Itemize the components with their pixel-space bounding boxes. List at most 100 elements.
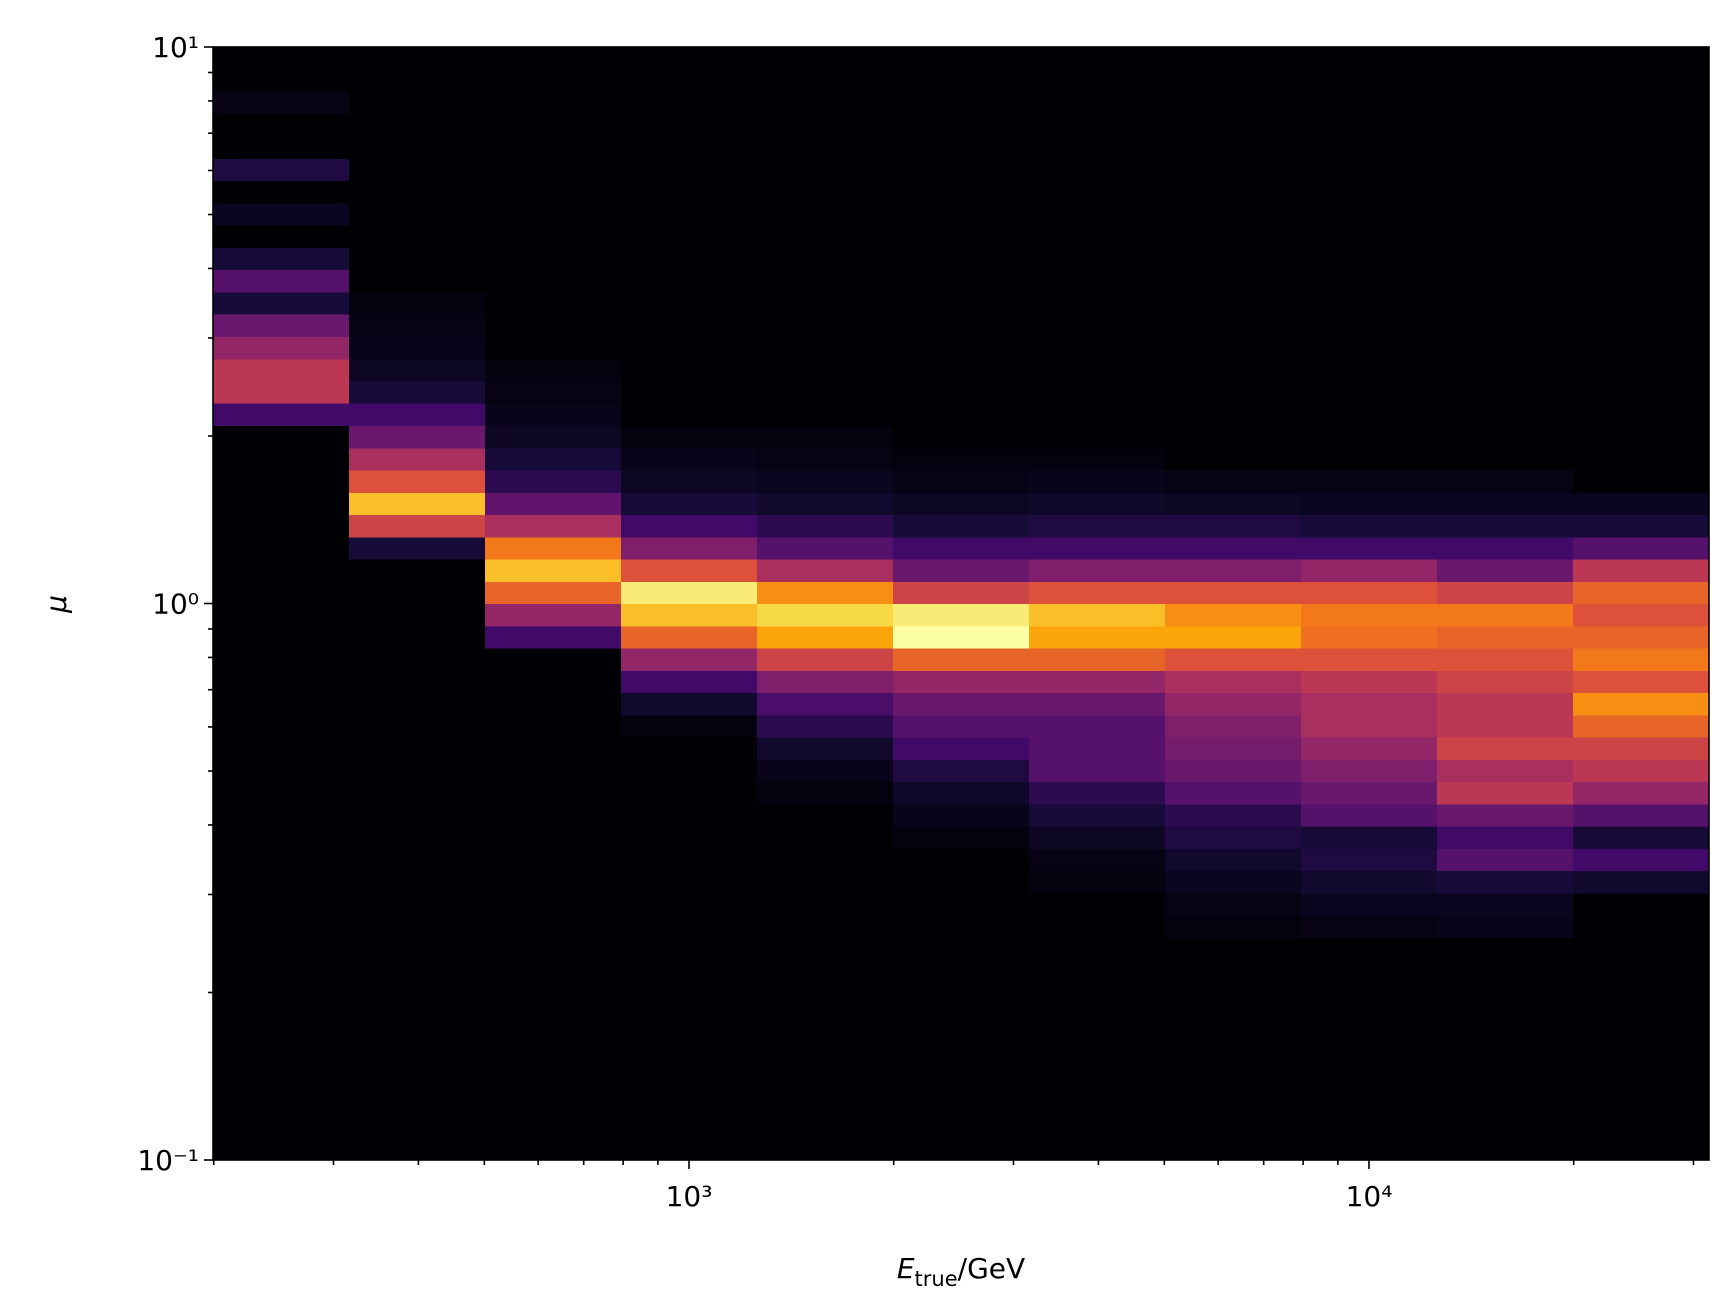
- heatmap-cell: [1165, 425, 1302, 449]
- y-axis-label: μ: [40, 595, 73, 614]
- heatmap-cell: [1436, 981, 1574, 1005]
- heatmap-cell: [1029, 403, 1166, 427]
- heatmap-cell: [893, 559, 1030, 582]
- heatmap-cell: [349, 536, 486, 560]
- heatmap-cell: [1029, 447, 1166, 471]
- heatmap-cell: [757, 737, 894, 760]
- heatmap-cell: [213, 937, 350, 961]
- heatmap-cell: [349, 981, 486, 1005]
- heatmap-cell: [1436, 937, 1574, 961]
- heatmap-cell: [757, 314, 894, 337]
- heatmap-cell: [1029, 113, 1166, 137]
- heatmap-cell: [621, 536, 758, 560]
- heatmap-cell: [485, 380, 622, 404]
- heatmap-cell: [1165, 1026, 1302, 1050]
- heatmap-cell: [1573, 670, 1710, 694]
- heatmap-cell: [1573, 870, 1710, 894]
- heatmap-cell: [485, 113, 622, 137]
- heatmap-cell: [1029, 380, 1166, 404]
- heatmap-cell: [1436, 336, 1574, 360]
- heatmap-cell: [1301, 136, 1438, 159]
- heatmap-cell: [893, 692, 1030, 716]
- heatmap-cell: [621, 403, 758, 427]
- heatmap-cell: [1573, 603, 1710, 627]
- heatmap-cell: [1029, 1093, 1166, 1117]
- heatmap-cell: [1165, 514, 1302, 538]
- heatmap-cell: [1165, 1093, 1302, 1117]
- heatmap-cell: [1029, 915, 1166, 938]
- heatmap-cell: [1165, 91, 1302, 115]
- heatmap-cell: [621, 803, 758, 827]
- heatmap-cell: [893, 648, 1030, 671]
- heatmap-cell: [1573, 692, 1710, 716]
- heatmap-cell: [1436, 1004, 1574, 1028]
- heatmap-cell: [485, 136, 622, 159]
- heatmap-cell: [1573, 559, 1710, 582]
- heatmap-cell: [485, 91, 622, 115]
- heatmap-cell: [1029, 581, 1166, 605]
- heatmap-cell: [485, 469, 622, 493]
- heatmap-cell: [349, 403, 486, 427]
- heatmap-cell: [1165, 915, 1302, 938]
- heatmap-cell: [1573, 1048, 1710, 1072]
- heatmap-cell: [1573, 826, 1710, 849]
- heatmap-cell: [893, 202, 1030, 226]
- heatmap-cell: [1301, 559, 1438, 582]
- heatmap-cell: [349, 1026, 486, 1050]
- heatmap-cell: [621, 1115, 758, 1139]
- heatmap-cell: [485, 514, 622, 538]
- heatmap-cell: [1165, 158, 1302, 182]
- heatmap-cell: [1301, 403, 1438, 427]
- heatmap-cell: [1301, 380, 1438, 404]
- heatmap-cell: [893, 826, 1030, 849]
- heatmap-cell: [621, 91, 758, 115]
- heatmap-cell: [757, 247, 894, 271]
- heatmap-cell: [1029, 848, 1166, 872]
- heatmap-cell: [1436, 113, 1574, 137]
- heatmap-cell: [213, 113, 350, 137]
- x-axis-label: Etrue/GeV: [897, 1252, 1025, 1291]
- heatmap-cell: [349, 180, 486, 204]
- heatmap-cell: [621, 937, 758, 961]
- heatmap-cell: [1301, 358, 1438, 382]
- heatmap-cell: [757, 1004, 894, 1028]
- heatmap-cell: [485, 648, 622, 671]
- heatmap-cell: [757, 1071, 894, 1094]
- heatmap-cell: [1436, 492, 1574, 516]
- heatmap-cell: [1165, 1137, 1302, 1161]
- heatmap-cell: [893, 848, 1030, 872]
- heatmap-cell: [1165, 581, 1302, 605]
- heatmap-cell: [1029, 69, 1166, 93]
- heatmap-cell: [1436, 447, 1574, 471]
- heatmap-cell: [621, 425, 758, 449]
- heatmap-cell: [349, 937, 486, 961]
- heatmap-cell: [485, 47, 622, 70]
- heatmap-cell: [1573, 581, 1710, 605]
- heatmap-cell: [621, 1137, 758, 1161]
- heatmap-cell: [757, 826, 894, 849]
- heatmap-cell: [485, 180, 622, 204]
- heatmap-cell: [1301, 247, 1438, 271]
- heatmap-cell: [485, 536, 622, 560]
- heatmap-cell: [213, 737, 350, 760]
- heatmap-cell: [621, 737, 758, 760]
- heatmap-cell: [349, 291, 486, 315]
- heatmap-cell: [893, 870, 1030, 894]
- heatmap-cell: [1029, 937, 1166, 961]
- heatmap-cell: [1029, 870, 1166, 894]
- heatmap-cell: [893, 1026, 1030, 1050]
- heatmap-cell: [893, 1115, 1030, 1139]
- heatmap-cell: [621, 158, 758, 182]
- heatmap-cell: [621, 447, 758, 471]
- heatmap-cell: [757, 1115, 894, 1139]
- heatmap-cell: [757, 469, 894, 493]
- heatmap-cell: [1436, 403, 1574, 427]
- heatmap-cell: [621, 136, 758, 159]
- heatmap-cell: [1573, 915, 1710, 938]
- heatmap-cell: [893, 158, 1030, 182]
- heatmap-cell: [757, 848, 894, 872]
- heatmap-cell: [621, 1048, 758, 1072]
- heatmap-cell: [1165, 358, 1302, 382]
- heatmap-cell: [213, 136, 350, 159]
